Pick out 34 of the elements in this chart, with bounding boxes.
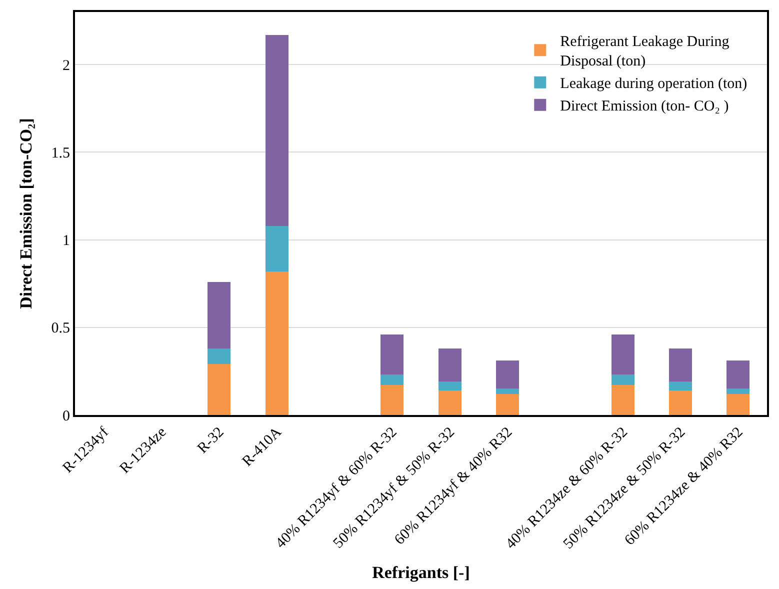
bar — [611, 374, 634, 386]
bar — [265, 34, 288, 226]
y-tick-label: 1.5 — [51, 145, 70, 162]
bar — [668, 382, 692, 390]
bar — [380, 385, 404, 415]
y-tick-label: 0.5 — [51, 320, 70, 337]
bar — [438, 348, 462, 382]
bar — [265, 271, 288, 415]
bar — [668, 348, 692, 382]
bar — [726, 360, 750, 389]
bar — [438, 382, 462, 390]
bar — [496, 360, 520, 389]
bar — [611, 334, 634, 375]
y-tick-label: 2 — [62, 58, 70, 74]
bar — [611, 385, 634, 415]
bar — [208, 364, 231, 415]
bar — [496, 388, 520, 394]
bar — [726, 394, 750, 415]
bar — [208, 348, 231, 364]
x-axis-title: Refrigants [-] — [372, 563, 470, 582]
y-tick-label: 1 — [62, 233, 70, 250]
legend-label: Direct Emission (ton- CO₂ ) — [560, 98, 729, 115]
y-tick-label: 0 — [62, 408, 70, 424]
bar — [726, 388, 750, 394]
bar — [265, 226, 288, 272]
legend-label: Leakage during operation (ton) — [560, 76, 748, 92]
bar — [380, 334, 404, 375]
bar — [668, 390, 692, 415]
bar — [208, 282, 231, 348]
y-axis-title: Direct Emission [ton-CO₂] — [16, 118, 36, 309]
legend-label: Refrigerant Leakage During Disposal (ton) — [560, 34, 730, 70]
bar — [380, 374, 404, 386]
bar — [438, 390, 462, 415]
bar — [496, 394, 520, 415]
